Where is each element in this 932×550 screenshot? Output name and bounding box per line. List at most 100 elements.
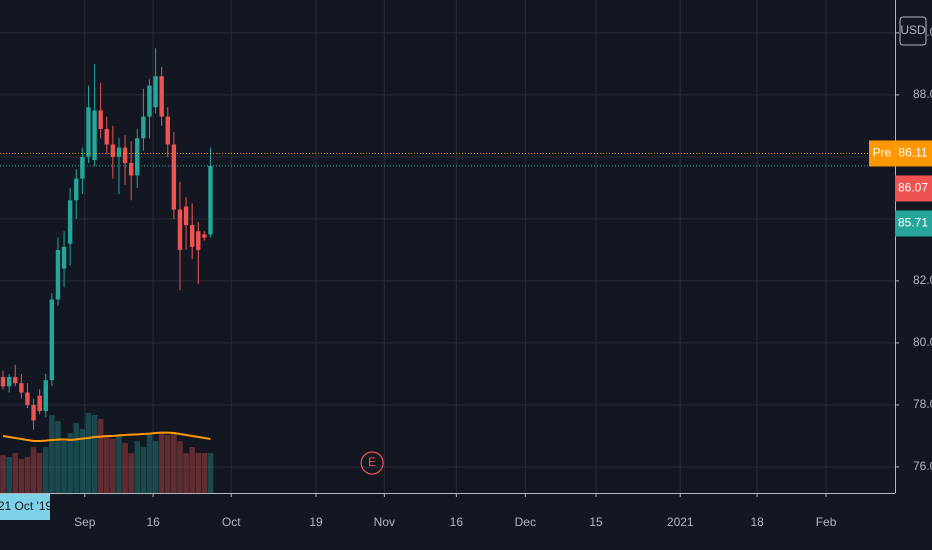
volume-bar bbox=[18, 459, 25, 493]
volume-bar bbox=[6, 457, 12, 493]
volume-bar bbox=[24, 457, 31, 493]
candle-body bbox=[25, 392, 30, 405]
volume-bar bbox=[49, 415, 55, 493]
volume-bar bbox=[97, 419, 104, 493]
volume-bar bbox=[207, 453, 214, 493]
price-label-box bbox=[895, 175, 932, 202]
volume-bar bbox=[201, 453, 208, 493]
candle-body bbox=[116, 147, 122, 157]
candle-body bbox=[6, 377, 12, 387]
candle-body bbox=[202, 234, 207, 238]
candle-body bbox=[171, 144, 177, 210]
volume-bar bbox=[73, 423, 80, 493]
volume-bar bbox=[0, 455, 6, 493]
crosshair-date: 21 Oct '19 bbox=[0, 499, 52, 513]
volume-bar bbox=[116, 435, 122, 493]
candle-body bbox=[104, 128, 109, 145]
volume-bar bbox=[164, 435, 171, 493]
candle-body bbox=[189, 225, 195, 247]
volume-bar bbox=[85, 413, 92, 493]
volume-ma-line bbox=[2, 431, 211, 442]
price-tag: Pre bbox=[873, 146, 892, 160]
y-tick-label: 88.00 bbox=[913, 87, 932, 101]
candle-body bbox=[37, 395, 42, 412]
candle-body bbox=[153, 76, 158, 108]
volume-bar bbox=[110, 439, 116, 493]
volume-bar bbox=[128, 453, 134, 493]
candle-body bbox=[67, 200, 73, 244]
candle-body bbox=[74, 178, 79, 201]
x-tick-label: 15 bbox=[589, 515, 603, 529]
candle-body bbox=[165, 116, 170, 145]
volume-bar bbox=[195, 453, 202, 493]
candle-body bbox=[208, 165, 213, 235]
volume-bar bbox=[171, 433, 177, 493]
x-tick-label: Nov bbox=[374, 515, 395, 529]
crosshair-date-box bbox=[0, 494, 50, 520]
grid bbox=[0, 0, 895, 493]
candle-body bbox=[141, 116, 146, 139]
volume-bar bbox=[91, 415, 98, 493]
candle-body bbox=[110, 144, 116, 157]
candle-body bbox=[122, 147, 128, 164]
candle-body bbox=[31, 404, 36, 421]
candle-body bbox=[177, 209, 183, 250]
x-tick-label: 16 bbox=[450, 515, 464, 529]
volume-bar bbox=[158, 433, 165, 493]
price-label: 85.71 bbox=[898, 216, 928, 230]
volume-bar bbox=[55, 421, 61, 493]
volume-bar bbox=[183, 453, 189, 493]
candle-body bbox=[196, 231, 201, 250]
x-tick-label: 16 bbox=[146, 515, 160, 529]
price-label: 86.11 bbox=[898, 146, 927, 160]
candle-body bbox=[147, 85, 152, 117]
event-marker[interactable] bbox=[360, 451, 384, 475]
candle-body bbox=[80, 156, 85, 179]
volume-bar bbox=[177, 441, 183, 493]
candle-body bbox=[61, 246, 67, 269]
candle-body bbox=[55, 249, 61, 300]
y-tick-label: 76.00 bbox=[913, 459, 932, 473]
currency-box[interactable] bbox=[899, 16, 927, 46]
volume-bar bbox=[61, 441, 67, 493]
volume-bar bbox=[140, 447, 147, 493]
candle-body bbox=[86, 107, 91, 157]
y-tick-label: 78.00 bbox=[913, 397, 932, 411]
y-tick-label: 80.00 bbox=[913, 335, 932, 349]
candle-body bbox=[159, 76, 164, 117]
candle-body bbox=[128, 163, 134, 176]
volume-bar bbox=[30, 447, 37, 493]
price-tag-box bbox=[869, 140, 895, 167]
x-tick-label: Oct bbox=[222, 515, 241, 529]
candle-body bbox=[135, 138, 140, 176]
candle-body bbox=[183, 206, 189, 226]
volume-bar bbox=[189, 447, 195, 493]
x-tick-label: Dec bbox=[515, 515, 536, 529]
y-tick-label: 82.00 bbox=[913, 273, 932, 287]
volume-bar bbox=[42, 447, 49, 493]
currency: USD bbox=[900, 23, 926, 37]
price-label-box bbox=[895, 210, 932, 237]
volume-bar bbox=[152, 441, 159, 493]
candle-body bbox=[92, 110, 97, 160]
volume-bar bbox=[134, 441, 141, 493]
axes: 76.0078.0080.0082.0084.0086.0088.0090.00… bbox=[74, 25, 932, 529]
x-tick-label: 2021 bbox=[667, 515, 694, 529]
plot: E bbox=[0, 48, 895, 493]
candle-body bbox=[43, 380, 48, 412]
volume-bar bbox=[36, 453, 43, 493]
volume-bar bbox=[79, 429, 86, 493]
x-tick-label: Feb bbox=[816, 515, 837, 529]
volume-bar bbox=[122, 443, 128, 493]
x-tick-label: 19 bbox=[309, 515, 323, 529]
x-tick-label: 18 bbox=[750, 515, 764, 529]
volume-bar bbox=[12, 453, 19, 493]
event-label: E bbox=[368, 455, 376, 469]
candle-body bbox=[49, 299, 55, 381]
candle-body bbox=[13, 377, 18, 384]
candle-body bbox=[98, 110, 103, 129]
volume-bar bbox=[67, 433, 73, 493]
x-tick-label: Sep bbox=[74, 515, 96, 529]
price-label: 86.07 bbox=[898, 181, 928, 195]
